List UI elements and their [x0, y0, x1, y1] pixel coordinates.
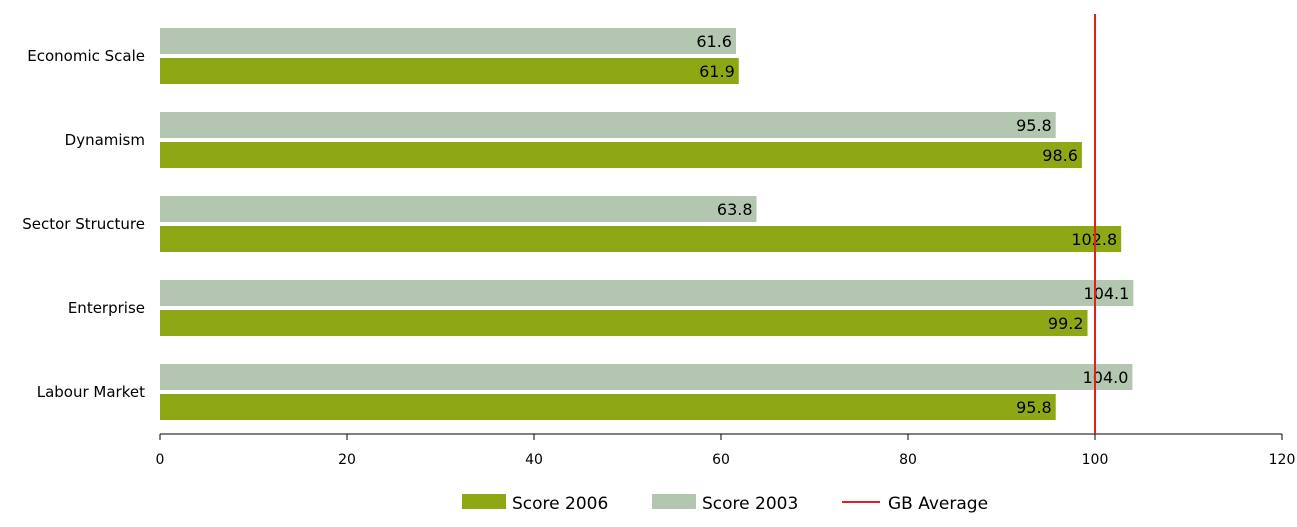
bar-value-label: 98.6	[1042, 146, 1078, 165]
bar-score-2003-dynamism	[160, 112, 1056, 138]
bar-score-2006-dynamism	[160, 142, 1082, 168]
legend-item-score-2003: Score 2003	[652, 494, 798, 514]
legend-swatch	[652, 494, 696, 509]
x-tick-label: 40	[525, 452, 543, 468]
bar-score-2003-enterprise	[160, 280, 1134, 306]
category-label: Economic Scale	[27, 47, 145, 65]
x-tick-label: 100	[1082, 452, 1109, 468]
x-tick-label: 120	[1269, 452, 1296, 468]
category-axis-labels: Economic Scale Dynamism Sector Structure En…	[22, 47, 145, 401]
legend-item-gb-average: GB Average	[842, 494, 988, 514]
bar-value-label: 63.8	[717, 200, 753, 219]
legend-swatch	[462, 494, 506, 509]
bar-score-2006-labour-market	[160, 394, 1056, 420]
legend-label: Score 2003	[702, 494, 798, 514]
x-tick-label: 20	[338, 452, 356, 468]
bar-value-label: 61.9	[699, 62, 735, 81]
bar-value-label: 95.8	[1016, 398, 1052, 417]
bar-value-labels: 61.661.995.898.663.8102.8104.199.2104.09…	[696, 32, 1129, 417]
x-tick-label: 80	[899, 452, 917, 468]
category-label: Labour Market	[37, 383, 145, 401]
legend-label: Score 2006	[512, 494, 608, 514]
bar-score-2006-enterprise	[160, 310, 1088, 336]
x-tick-label: 0	[156, 452, 165, 468]
category-label: Enterprise	[68, 299, 145, 317]
bar-value-label: 104.0	[1083, 368, 1129, 387]
x-tick-label: 60	[712, 452, 730, 468]
bar-score-2006-sector-structure	[160, 226, 1122, 252]
category-label: Dynamism	[65, 131, 145, 149]
x-axis: 0 20 40 60 80 100 120	[156, 433, 1296, 468]
bar-score-2003-sector-structure	[160, 196, 757, 222]
bar-value-label: 99.2	[1048, 314, 1084, 333]
bar-value-label: 104.1	[1084, 284, 1130, 303]
bar-score-2003-labour-market	[160, 364, 1133, 390]
bar-value-label: 95.8	[1016, 116, 1052, 135]
legend-item-score-2006: Score 2006	[462, 494, 608, 514]
bars-layer	[160, 28, 1134, 420]
legend: Score 2006 Score 2003 GB Average	[462, 494, 988, 514]
bar-score-2003-economic-scale	[160, 28, 736, 54]
legend-label: GB Average	[888, 494, 988, 514]
bar-score-2006-economic-scale	[160, 58, 739, 84]
category-label: Sector Structure	[22, 215, 145, 233]
bar-value-label: 61.6	[696, 32, 732, 51]
